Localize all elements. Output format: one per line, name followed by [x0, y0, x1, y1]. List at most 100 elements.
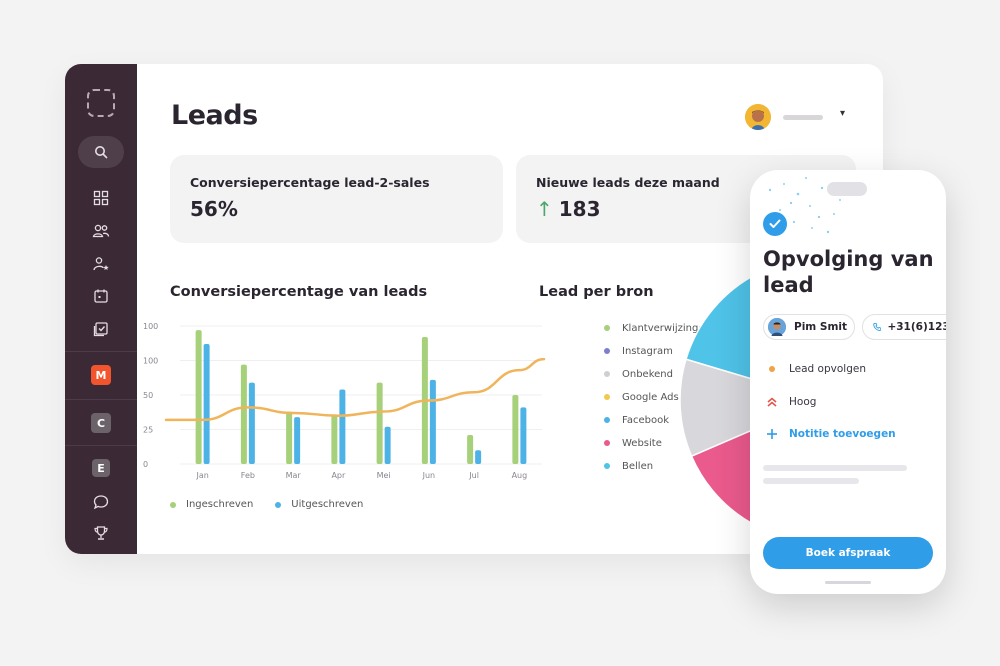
source-legend-item: Google Ads [604, 390, 679, 404]
trophy-icon [94, 526, 108, 540]
bar-uitgeschreven [294, 417, 301, 464]
check-icon [763, 212, 787, 236]
chat-icon [93, 495, 109, 510]
sidebar-item-user-favorites[interactable] [65, 251, 137, 277]
priority-row[interactable]: Hoog [766, 394, 816, 410]
source-label: Facebook [622, 414, 669, 426]
arrow-up-icon: ↑ [536, 197, 553, 221]
dashboard-icon [93, 190, 109, 206]
bar-uitgeschreven [203, 343, 210, 464]
sidebar: M C E [65, 64, 137, 554]
bar-uitgeschreven [475, 450, 482, 464]
bar-ingeschreven [331, 414, 338, 464]
legend-label: Uitgeschreven [291, 499, 364, 510]
user-menu[interactable]: ▾ [745, 104, 855, 130]
status-row[interactable]: Lead opvolgen [766, 361, 866, 377]
kpi-card-conversion: Conversiepercentage lead-2-sales 56% [170, 155, 503, 243]
sidebar-item-contacts[interactable] [65, 218, 137, 244]
x-tick-label: Jul [468, 471, 479, 480]
contacts-icon [92, 224, 110, 238]
contact-name: Pim Smit [794, 321, 848, 333]
source-label: Bellen [622, 460, 654, 472]
status-dot [769, 366, 775, 372]
source-legend-item: Instagram [604, 344, 673, 358]
sidebar-item-trophy[interactable] [65, 520, 137, 546]
conversion-chart: 0 25 50 100 100 Jan Feb Mar Apr Mei Jun Jul Aug [143, 322, 546, 480]
status-label: Lead opvolgen [789, 363, 866, 375]
sidebar-divider [65, 399, 137, 400]
tasks-icon [93, 322, 108, 337]
phone-number: +31(6)1234 [887, 321, 946, 333]
bar-uitgeschreven [339, 389, 346, 464]
confetti-decoration [768, 177, 841, 234]
phone-notch [827, 182, 867, 196]
bar-uitgeschreven [248, 382, 255, 464]
avatar-face-icon [745, 104, 771, 130]
source-label: Klantverwijzingen [622, 322, 711, 334]
y-tick-label: 100 [143, 322, 158, 331]
legend-swatch-ingeschreven [170, 501, 176, 508]
legend-swatch-uitgeschreven [275, 501, 282, 508]
y-tick-label: 50 [143, 391, 153, 400]
plus-icon [767, 429, 777, 439]
phone-icon [873, 323, 882, 331]
contact-chip[interactable]: Pim Smit [763, 314, 855, 340]
source-legend-item: Klantverwijzingen [604, 321, 711, 335]
user-star-icon [93, 257, 109, 271]
x-tick-label: Aug [512, 471, 528, 480]
sidebar-item-tasks[interactable] [65, 316, 137, 342]
search-button[interactable] [78, 136, 124, 168]
add-note-button[interactable]: Notitie toevoegen [766, 426, 896, 442]
bar-ingeschreven [286, 411, 293, 464]
source-legend-item: Website [604, 436, 662, 450]
y-tick-label: 0 [143, 460, 148, 469]
sidebar-item-dashboard[interactable] [65, 185, 137, 211]
bar-uitgeschreven [384, 426, 391, 464]
source-swatch [604, 417, 610, 423]
sidebar-item-chat[interactable] [65, 489, 137, 515]
calendar-icon [94, 289, 108, 303]
trend-line [164, 357, 546, 422]
sidebar-item-calendar[interactable] [65, 283, 137, 309]
priority-label: Hoog [789, 396, 817, 408]
chevron-down-icon[interactable]: ▾ [840, 108, 846, 119]
logo-placeholder [87, 89, 115, 117]
kpi-value: 56% [190, 197, 238, 221]
source-swatch [604, 325, 610, 331]
sidebar-workspace-c[interactable]: C [65, 410, 137, 436]
x-tick-label: Mar [286, 471, 302, 480]
conversion-chart-title: Conversiepercentage van leads [170, 284, 428, 300]
sidebar-workspace-e[interactable]: E [65, 455, 137, 481]
kpi-value: ↑ 183 [536, 197, 601, 221]
bar-ingeschreven [240, 364, 247, 464]
source-label: Google Ads [622, 391, 679, 403]
book-appointment-button[interactable]: Boek afspraak [763, 537, 933, 569]
sidebar-divider [65, 351, 137, 352]
source-chart-title: Lead per bron [539, 284, 654, 300]
source-label: Onbekend [622, 368, 673, 380]
placeholder-line [763, 465, 907, 471]
sidebar-divider [65, 445, 137, 446]
source-swatch [604, 463, 610, 469]
placeholder-line [763, 478, 859, 484]
source-label: Website [622, 437, 662, 449]
bar-ingeschreven [376, 382, 383, 464]
workspace-badge-e: E [92, 459, 110, 477]
bar-ingeschreven [512, 395, 519, 464]
workspace-badge-c: C [91, 413, 111, 433]
source-swatch [604, 348, 610, 354]
priority-high-icon [767, 397, 777, 407]
home-indicator [825, 581, 871, 584]
sidebar-workspace-m[interactable]: M [65, 362, 137, 388]
kpi-number: 183 [558, 197, 601, 221]
workspace-badge-m: M [91, 365, 111, 385]
add-note-label: Notitie toevoegen [789, 428, 896, 440]
avatar [745, 104, 771, 130]
x-tick-label: Jun [422, 471, 436, 480]
phone-chip[interactable]: +31(6)1234 [862, 314, 946, 340]
phone-title: Opvolging van lead [763, 247, 934, 297]
contact-avatar [768, 318, 786, 336]
bar-ingeschreven [467, 435, 474, 464]
bar-uitgeschreven [520, 407, 527, 464]
